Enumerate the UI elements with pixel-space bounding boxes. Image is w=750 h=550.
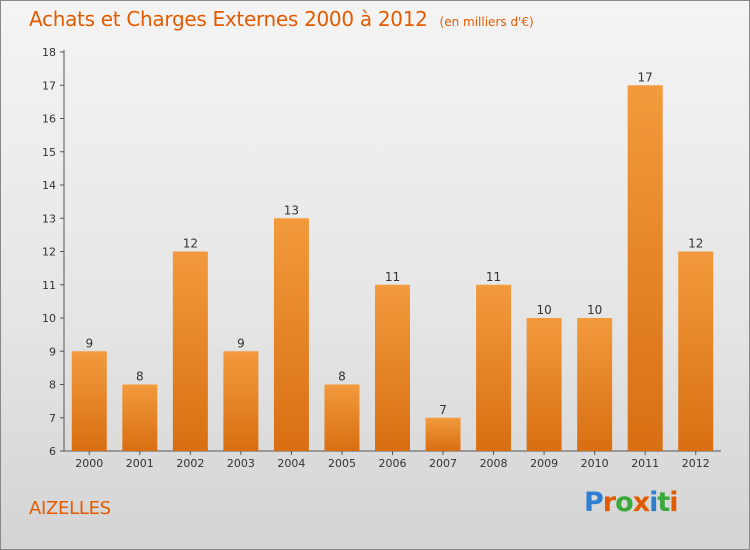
chart-title-text: Achats et Charges Externes 2000 à 2012 xyxy=(29,7,428,31)
x-tick-label: 2005 xyxy=(328,457,356,470)
logo-letter: x xyxy=(632,487,650,518)
chart-title: Achats et Charges Externes 2000 à 2012 (e… xyxy=(29,7,534,31)
bar-2012 xyxy=(678,251,714,451)
y-tick-label: 12 xyxy=(42,246,56,259)
y-tick-label: 18 xyxy=(42,46,56,59)
value-label: 10 xyxy=(587,303,602,317)
value-label: 8 xyxy=(338,370,346,384)
value-label: 13 xyxy=(284,203,299,217)
x-tick-label: 2003 xyxy=(227,457,255,470)
bar-2002 xyxy=(172,251,208,451)
x-tick-label: 2010 xyxy=(581,457,609,470)
bar-2011 xyxy=(627,85,663,451)
axes: 6 7 8 9 10 11 12 13 14 15 16 17 18 2000 2001 2002 2003 20… xyxy=(42,46,721,470)
bars xyxy=(71,85,714,451)
x-tick-label: 2006 xyxy=(379,457,407,470)
value-labels: 9 8 12 9 13 8 11 7 11 10 10 17 12 xyxy=(85,70,703,417)
bar-2005 xyxy=(324,384,360,451)
bar-2000 xyxy=(71,351,107,451)
value-label: 8 xyxy=(136,370,144,384)
logo-letter: t xyxy=(657,487,670,518)
x-tick-label: 2002 xyxy=(176,457,204,470)
bar-2003 xyxy=(223,351,259,451)
y-tick-label: 17 xyxy=(42,79,56,92)
y-tick-label: 16 xyxy=(42,113,56,126)
value-label: 11 xyxy=(486,270,501,284)
value-label: 12 xyxy=(688,237,703,251)
proxiti-logo: Proxiti xyxy=(584,487,679,518)
value-label: 11 xyxy=(385,270,400,284)
y-tick-label: 9 xyxy=(49,345,56,358)
x-tick-label: 2011 xyxy=(631,457,659,470)
y-tick-label: 11 xyxy=(42,279,56,292)
chart-subtitle: (en milliers d'€) xyxy=(439,15,534,29)
x-tick-label: 2009 xyxy=(530,457,558,470)
x-tick-label: 2008 xyxy=(480,457,508,470)
logo-letter: i xyxy=(669,487,678,518)
logo-letter: P xyxy=(584,487,604,518)
x-tick-label: 2001 xyxy=(126,457,154,470)
y-tick-label: 10 xyxy=(42,312,56,325)
y-tick-label: 14 xyxy=(42,179,56,192)
bar-2001 xyxy=(122,384,158,451)
x-tick-label: 2000 xyxy=(75,457,103,470)
town-name: AIZELLES xyxy=(29,498,111,519)
logo-letter: o xyxy=(615,487,634,518)
bar-2009 xyxy=(526,318,562,451)
bar-2004 xyxy=(273,218,309,451)
y-tick-label: 8 xyxy=(49,379,56,392)
bar-2006 xyxy=(375,284,410,451)
bar-2008 xyxy=(476,284,512,451)
value-label: 17 xyxy=(638,70,653,84)
logo-letter: r xyxy=(602,487,616,518)
value-label: 10 xyxy=(536,303,551,317)
value-label: 7 xyxy=(439,403,447,417)
x-tick-label: 2007 xyxy=(429,457,457,470)
y-tick-label: 13 xyxy=(42,212,56,225)
y-tick-label: 15 xyxy=(42,146,56,159)
bar-2007 xyxy=(425,417,461,451)
x-tick-label: 2004 xyxy=(277,457,305,470)
value-label: 12 xyxy=(183,237,198,251)
bar-2010 xyxy=(577,318,613,451)
logo-letter: i xyxy=(649,487,658,518)
value-label: 9 xyxy=(85,336,93,350)
y-tick-label: 6 xyxy=(49,445,56,458)
x-tick-label: 2012 xyxy=(682,457,710,470)
y-tick-label: 7 xyxy=(49,412,56,425)
value-label: 9 xyxy=(237,336,245,350)
